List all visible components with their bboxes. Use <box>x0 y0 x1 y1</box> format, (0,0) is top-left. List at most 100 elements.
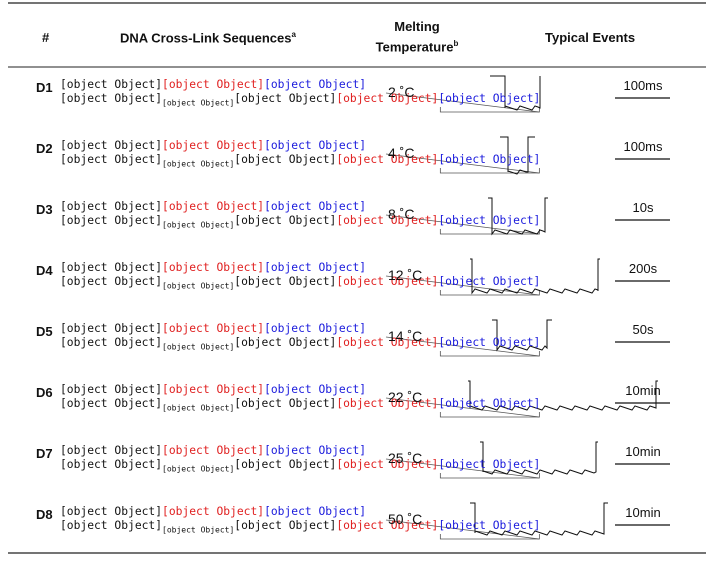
melting-temperature: 14 ˚C <box>388 328 423 344</box>
row-id: D5 <box>36 324 53 339</box>
row-id: D1 <box>36 80 53 95</box>
sequence-segment: [object Object] <box>264 78 367 91</box>
melting-temperature: 50 ˚C <box>388 511 423 527</box>
event-trace <box>488 197 548 236</box>
strand: [object Object][object Object][object Ob… <box>60 458 540 474</box>
melting-temperature: 22 ˚C <box>388 389 423 405</box>
sequence-segment: [object Object] <box>264 261 367 274</box>
bracket <box>439 290 540 296</box>
sequence-segment: [object Object] <box>162 139 265 152</box>
sequence-segment: [object Object] <box>60 275 163 288</box>
sequence-segment: [object Object] <box>60 78 163 91</box>
sequence-segment: [object Object] <box>264 139 367 152</box>
sequence-segment: [object Object] <box>336 336 439 349</box>
melting-temperature: 2 ˚C <box>388 84 415 100</box>
scale-label: 10s <box>632 200 654 215</box>
strand: [object Object][object Object][object Ob… <box>60 383 366 396</box>
scale-label: 100ms <box>623 78 663 93</box>
sequence-segment: [object Object] <box>162 525 235 535</box>
sequence-segment: [object Object] <box>162 322 265 335</box>
sequence-segment: [object Object] <box>234 519 337 532</box>
header-sequences-text: DNA Cross-Link Sequences <box>120 30 292 46</box>
connector <box>385 153 540 174</box>
event-trace <box>500 136 535 175</box>
header-melting-line: Melting <box>394 19 440 34</box>
sequence-segment: [object Object] <box>162 464 235 474</box>
connector <box>385 397 540 418</box>
header-sequences: DNA Cross-Link Sequencesa <box>120 30 296 45</box>
sequence-segment: [object Object] <box>264 505 367 518</box>
footnote-mark: b <box>453 39 459 48</box>
bracket <box>439 473 540 479</box>
strand: [object Object][object Object][object Ob… <box>60 153 540 168</box>
header-melting: Melting Temperatureb <box>372 18 462 55</box>
sequence-segment: [object Object] <box>336 397 439 410</box>
sequence-segment: [object Object] <box>60 383 163 396</box>
header-events: Typical Events <box>545 30 636 45</box>
sequence-segment: [object Object] <box>162 78 265 91</box>
strand: [object Object][object Object][object Ob… <box>60 275 540 291</box>
sequence-segment: [object Object] <box>162 220 235 230</box>
sequence-segment: [object Object] <box>234 397 337 410</box>
header-melting-line: Temperature <box>375 39 454 55</box>
connector <box>385 336 540 357</box>
strand: [object Object][object Object][object Ob… <box>60 214 540 230</box>
strand: [object Object][object Object][object Ob… <box>60 78 366 91</box>
row-id: D6 <box>36 385 53 400</box>
sequence-segment: [object Object] <box>438 214 541 227</box>
connector <box>385 458 540 479</box>
row-id: D7 <box>36 446 53 461</box>
melting-temperature: 8 ˚C <box>388 206 415 222</box>
sequence-segment: [object Object] <box>264 322 367 335</box>
sequence-segment: [object Object] <box>162 383 265 396</box>
melting-temperature: 4 ˚C <box>388 145 415 161</box>
event-trace <box>470 258 600 295</box>
footnote-mark: a <box>291 30 296 39</box>
bracket <box>439 351 540 357</box>
sequence-segment: [object Object] <box>438 397 541 410</box>
sequence-segment: [object Object] <box>336 214 439 227</box>
sequence-segment: [object Object] <box>60 200 163 213</box>
scale-label: 200s <box>628 261 658 276</box>
melting-temperature: 12 ˚C <box>388 267 423 283</box>
sequence-segment: [object Object] <box>438 153 541 166</box>
scale-label: 10min <box>625 383 661 398</box>
sequence-segment: [object Object] <box>162 281 235 291</box>
sequence-segment: [object Object] <box>438 336 541 349</box>
sequence-segment: [object Object] <box>264 444 367 457</box>
row-id: D3 <box>36 202 53 217</box>
header-number: # <box>42 30 50 45</box>
strand: [object Object][object Object][object Ob… <box>60 444 366 457</box>
bracket <box>439 412 540 418</box>
sequence-segment: [object Object] <box>162 98 235 108</box>
sequence-segment: [object Object] <box>60 214 163 227</box>
row-id: D8 <box>36 507 53 522</box>
bracket <box>439 534 540 540</box>
sequence-segment: [object Object] <box>234 92 337 105</box>
melting-temperature: 25 ˚C <box>388 450 423 466</box>
sequence-segment: [object Object] <box>336 92 439 105</box>
strand: [object Object][object Object][object Ob… <box>60 139 366 152</box>
sequence-segment: [object Object] <box>234 214 337 227</box>
sequence-segment: [object Object] <box>60 92 163 105</box>
sequence-segment: [object Object] <box>438 519 541 532</box>
sequence-segment: [object Object] <box>60 261 163 274</box>
sequence-segment: [object Object] <box>234 458 337 471</box>
sequence-segment: [object Object] <box>162 200 265 213</box>
sequence-segment: [object Object] <box>60 458 163 471</box>
sequence-segment: [object Object] <box>438 275 541 288</box>
connector <box>385 519 540 540</box>
event-trace <box>468 380 658 411</box>
sequence-segment: [object Object] <box>234 153 337 166</box>
event-trace <box>470 502 608 536</box>
sequence-segment: [object Object] <box>264 200 367 213</box>
event-trace <box>480 441 598 475</box>
sequence-segment: [object Object] <box>60 322 163 335</box>
scale-label: 10min <box>625 505 661 520</box>
sequence-segment: [object Object] <box>336 458 439 471</box>
sequence-segment: [object Object] <box>60 139 163 152</box>
sequence-segment: [object Object] <box>438 92 541 105</box>
sequence-segment: [object Object] <box>264 383 367 396</box>
